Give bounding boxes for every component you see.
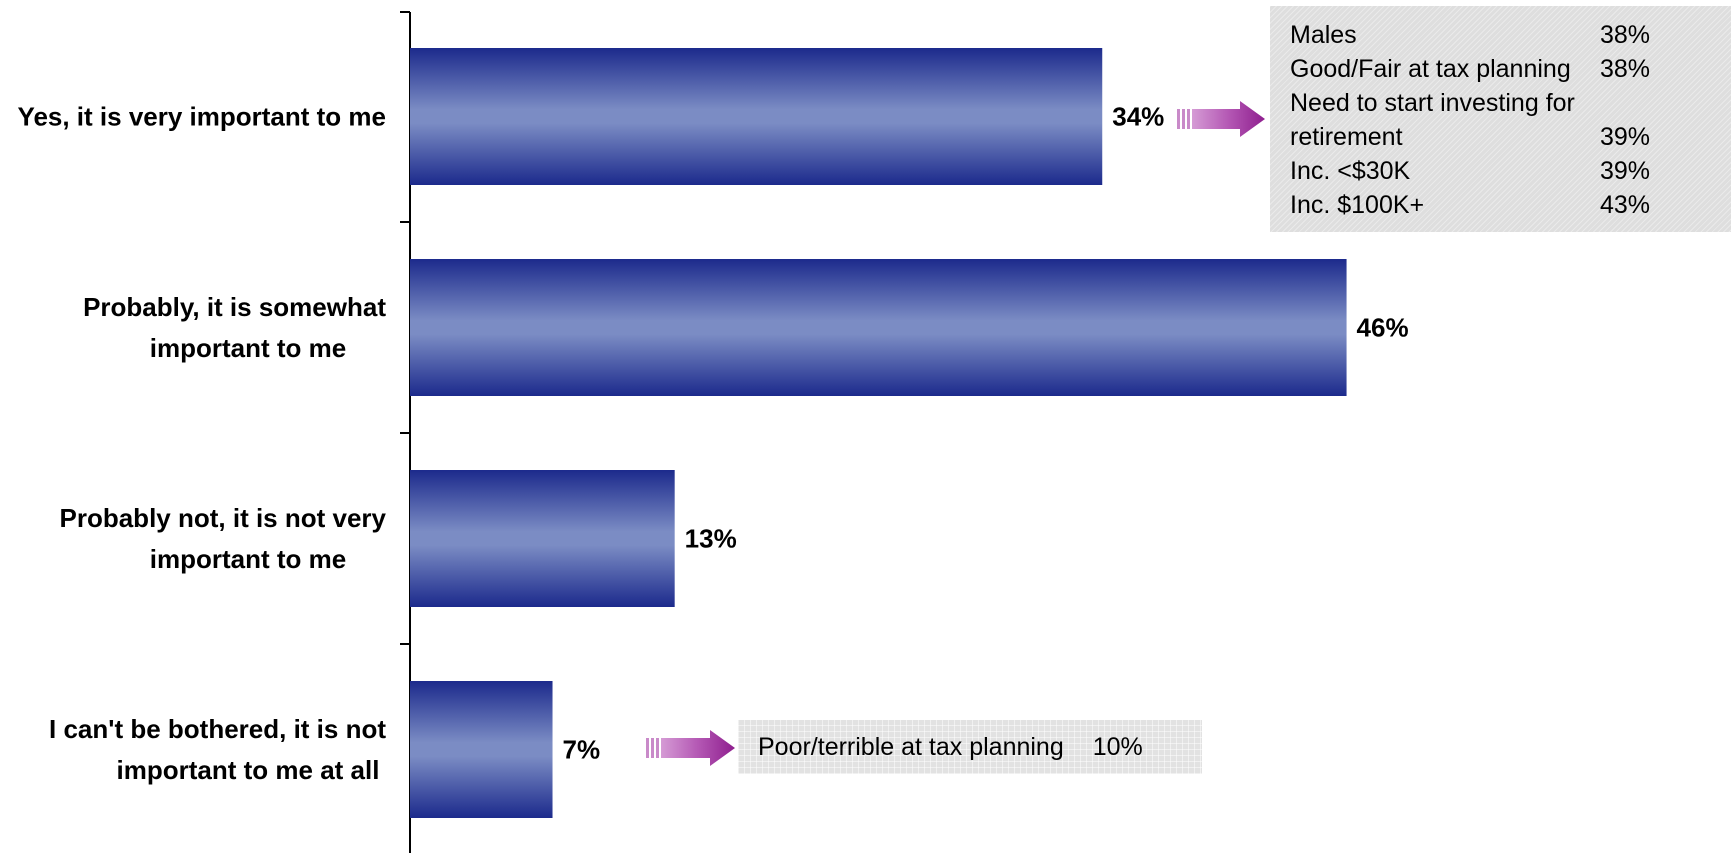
callout-label: Poor/terrible at tax planning	[758, 733, 1064, 761]
callout-row-value: 39%	[1600, 123, 1651, 151]
bar	[410, 259, 1347, 396]
callout-row: Need to start investing for	[1290, 86, 1731, 120]
arrow-stripe	[646, 738, 649, 758]
callout-row-label: Need to start investing for	[1290, 89, 1575, 117]
arrow-stripe	[1177, 109, 1180, 129]
callout-arrow-bottom	[646, 730, 735, 766]
arrow-stripe	[1187, 109, 1190, 129]
category-label-line: important to me	[150, 333, 346, 363]
arrow-head	[661, 730, 735, 766]
category-label: Probably, it is somewhat important to me	[83, 292, 386, 363]
category-label-line: Probably not, it is not very	[60, 503, 387, 533]
callout-row-value: 39%	[1600, 157, 1651, 185]
category-label-line: Probably, it is somewhat	[83, 292, 386, 322]
callout-row-label: Males	[1290, 21, 1357, 49]
category-label-line: Yes, it is very important to me	[18, 102, 386, 132]
callout-value: 10%	[1092, 733, 1143, 761]
callout-row-label: Inc. $100K+	[1290, 191, 1425, 219]
callout-row: Inc. $100K+ 43%	[1290, 188, 1731, 222]
category-label-line: I can't be bothered, it is not	[49, 714, 386, 744]
callout-row-value: 38%	[1600, 21, 1651, 49]
category-label: Probably not, it is not very important to…	[60, 503, 387, 574]
bar	[410, 48, 1103, 185]
bar-value-label: 7%	[563, 735, 601, 765]
callout-row-value: 43%	[1600, 191, 1651, 219]
callout-row: Good/Fair at tax planning 38%	[1290, 52, 1731, 86]
arrow-stripe	[656, 738, 659, 758]
callout-row-value: 38%	[1600, 55, 1651, 83]
callout-row: Males 38%	[1290, 18, 1731, 52]
category-label-line: important to me	[150, 544, 346, 574]
arrow-head	[1192, 101, 1265, 137]
callout-row: Inc. <$30K 39%	[1290, 154, 1731, 188]
callout-row-value	[1600, 86, 1680, 120]
callout-row: retirement 39%	[1290, 120, 1731, 154]
arrow-stripe	[1182, 109, 1185, 129]
callout-box-bottom: Poor/terrible at tax planning 10%	[738, 720, 1202, 774]
callout-arrow-top	[1177, 101, 1265, 137]
callout-row-label: retirement	[1290, 123, 1403, 151]
callout-box-top: Males 38% Good/Fair at tax planning 38% …	[1270, 6, 1731, 232]
bar	[410, 470, 675, 607]
bar-value-label: 13%	[685, 524, 737, 554]
category-label: I can't be bothered, it is not important …	[49, 714, 386, 785]
bar-value-label: 34%	[1112, 102, 1164, 132]
callout-row-label: Good/Fair at tax planning	[1290, 55, 1571, 83]
category-label: Yes, it is very important to me	[18, 102, 386, 132]
callout-row-label: Inc. <$30K	[1290, 157, 1411, 185]
bar	[410, 681, 553, 818]
category-label-line: important to me at all	[117, 755, 380, 785]
arrow-stripe	[651, 738, 654, 758]
bar-value-label: 46%	[1357, 313, 1409, 343]
